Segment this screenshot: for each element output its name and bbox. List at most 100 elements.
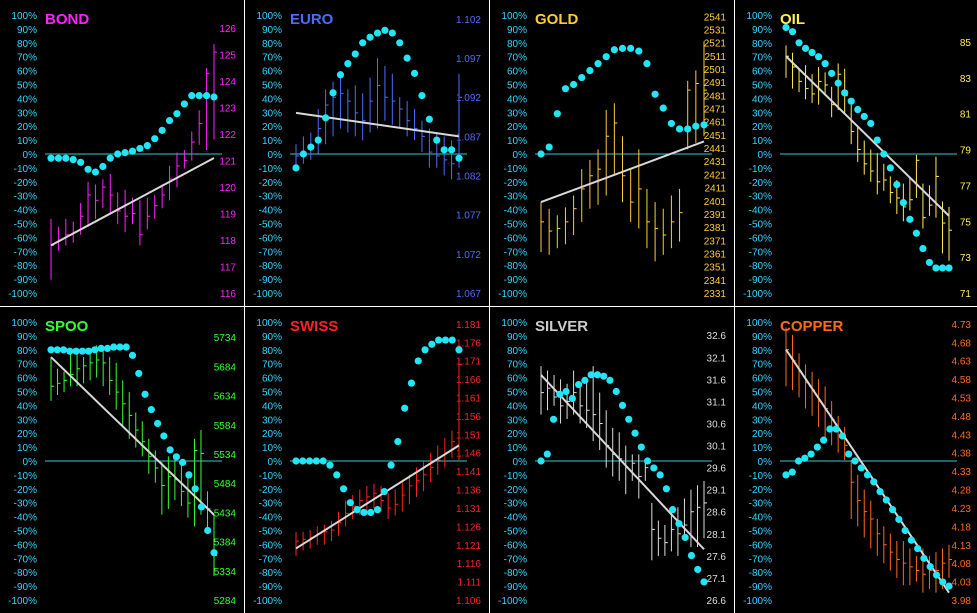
price-bar — [109, 173, 114, 214]
left-tick-label: 10% — [17, 443, 37, 454]
price-bar — [161, 184, 166, 209]
left-tick-label: -30% — [259, 499, 282, 510]
price-bar — [354, 85, 359, 137]
right-tick-label: 1.111 — [457, 578, 481, 589]
baby-blue-dot — [808, 48, 816, 57]
right-tick-label: 1.102 — [456, 15, 481, 26]
left-tick-label: -90% — [504, 582, 527, 593]
price-bar — [662, 208, 667, 255]
left-tick-label: 80% — [17, 39, 37, 50]
baby-blue-dot — [537, 457, 545, 465]
left-tick-label: -40% — [14, 206, 37, 217]
price-bar — [458, 73, 462, 168]
right-tick-label: 2341 — [704, 276, 727, 287]
baby-blue-dot — [307, 143, 315, 151]
left-tick-label: -10% — [259, 471, 282, 482]
panel-silver: SILVER 100% 90% 80% 70% 60% 50% 40% 30% 20% 10% 0% -… — [490, 307, 734, 613]
left-tick-label: 70% — [752, 53, 772, 64]
baby-blue-dot — [121, 149, 129, 157]
right-tick-label: 1.166 — [456, 375, 481, 386]
price-bar — [785, 45, 789, 78]
left-tick-label: 50% — [752, 81, 772, 92]
baby-blue-dot — [788, 28, 797, 36]
left-tick-label: 80% — [507, 346, 527, 357]
price-bar — [109, 357, 113, 396]
right-tick-label: 4.13 — [952, 541, 972, 552]
left-tick-label: 20% — [262, 122, 282, 133]
price-bar — [154, 450, 159, 483]
baby-blue-dot — [581, 376, 589, 384]
trend-line — [785, 55, 950, 217]
price-bar — [394, 489, 399, 516]
left-tick-label: 80% — [752, 346, 772, 357]
price-bar — [352, 495, 356, 519]
right-tick-label: 77 — [960, 181, 972, 192]
right-tick-label: 5434 — [214, 508, 237, 519]
left-tick-label: -50% — [504, 220, 527, 231]
left-tick-label: 80% — [262, 346, 282, 357]
left-tick-label: -40% — [749, 513, 772, 524]
panel-euro: EURO 100% 90% 80% 70% 60% 50% 40% 30% 20% 10% 0% -10… — [245, 0, 489, 306]
right-tick-label: 5734 — [214, 333, 237, 344]
baby-blue-dot — [173, 110, 181, 118]
left-tick-label: 100% — [11, 318, 37, 329]
right-tick-label: 4.03 — [952, 578, 972, 589]
price-bar — [857, 126, 861, 163]
baby-blue-dot — [838, 432, 847, 440]
baby-blue-dot — [643, 60, 651, 68]
baby-blue-dot — [153, 419, 162, 428]
left-tick-label: -20% — [749, 485, 772, 496]
trend-line — [540, 374, 705, 550]
price-bar — [883, 526, 887, 564]
left-tick-label: 70% — [262, 53, 282, 64]
baby-blue-dot — [381, 26, 389, 34]
baby-blue-dot — [414, 357, 422, 365]
price-bar — [57, 368, 61, 396]
baby-blue-dot — [188, 92, 196, 100]
right-tick-label: 4.33 — [952, 467, 972, 478]
left-tick-label: -10% — [14, 471, 37, 482]
baby-blue-dot — [322, 114, 330, 122]
baby-blue-dot — [593, 371, 602, 379]
left-tick-label: -30% — [504, 192, 527, 203]
baby-blue-dot — [845, 450, 853, 458]
baby-blue-dot — [694, 565, 702, 574]
right-tick-label: 28.6 — [707, 508, 727, 519]
baby-blue-dot — [110, 343, 118, 351]
right-tick-label: 2371 — [704, 236, 727, 247]
baby-blue-dot — [841, 89, 849, 97]
left-tick-label: -70% — [504, 554, 527, 565]
right-tick-label: 79 — [960, 146, 972, 157]
baby-blue-dot — [292, 457, 300, 465]
price-bar — [605, 410, 610, 468]
baby-blue-dot — [407, 379, 416, 387]
price-bar — [345, 500, 349, 527]
price-bar — [70, 354, 74, 387]
left-tick-label: -80% — [259, 261, 282, 272]
price-bar — [896, 541, 900, 578]
price-bar — [683, 498, 688, 539]
right-tick-label: 5534 — [214, 450, 237, 461]
price-bar — [889, 176, 894, 204]
left-tick-label: -20% — [504, 485, 527, 496]
left-tick-label: 60% — [262, 374, 282, 385]
baby-blue-dot — [782, 471, 790, 479]
baby-blue-dot — [587, 371, 595, 379]
baby-blue-dot — [78, 347, 86, 355]
baby-blue-dot — [53, 346, 61, 354]
left-tick-label: -10% — [504, 471, 527, 482]
right-tick-label: 2491 — [704, 78, 727, 89]
baby-blue-dot — [103, 344, 112, 353]
left-tick-label: -40% — [504, 206, 527, 217]
price-bar — [553, 374, 558, 406]
right-tick-label: 2481 — [704, 91, 727, 102]
left-tick-label: -80% — [749, 261, 772, 272]
price-bar — [458, 358, 462, 461]
left-tick-label: 60% — [262, 67, 282, 78]
price-bar — [696, 485, 701, 548]
price-bar — [646, 188, 650, 249]
chart-title: EURO — [290, 11, 334, 28]
right-tick-label: 2381 — [704, 223, 727, 234]
price-bar — [391, 73, 396, 125]
price-bar — [428, 128, 433, 168]
